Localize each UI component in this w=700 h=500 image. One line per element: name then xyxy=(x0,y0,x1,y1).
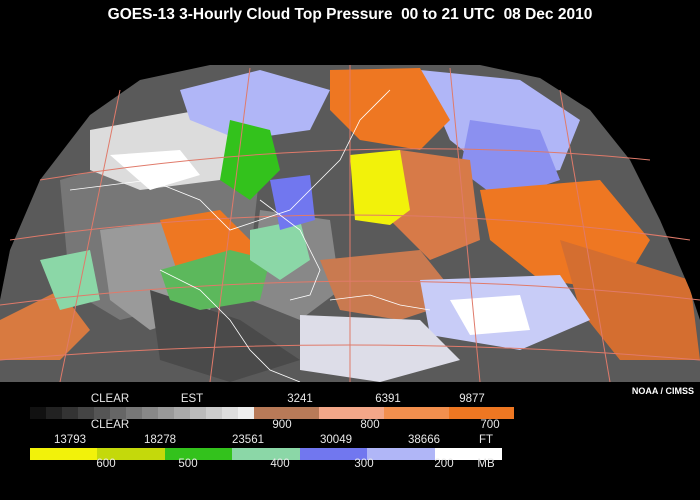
legend-swatch xyxy=(367,448,435,460)
legend-unit-ft: FT xyxy=(478,434,494,446)
cloud-top-pressure-map xyxy=(0,65,700,382)
legend-mb-900: 900 xyxy=(272,419,292,431)
legend-swatch xyxy=(126,407,142,419)
legend-swatch xyxy=(94,407,110,419)
legend-ft-18278: 18278 xyxy=(144,434,176,446)
legend-swatch xyxy=(232,448,300,460)
legend-mb-700: 700 xyxy=(480,419,500,431)
legend-swatch xyxy=(254,407,319,419)
legend-swatch xyxy=(222,407,238,419)
legend-swatch xyxy=(174,407,190,419)
legend-clear-label: CLEAR xyxy=(90,393,130,405)
legend-est-label: EST xyxy=(180,393,204,405)
legend-swatch xyxy=(449,407,514,419)
legend-ft-3241: 3241 xyxy=(287,393,313,405)
legend-swatch xyxy=(299,448,368,460)
legend-swatch xyxy=(434,448,502,460)
color-legend: CLEAR EST 3241 6391 9877 CLEAR 900 800 7… xyxy=(0,389,700,500)
grid-lines xyxy=(0,65,700,382)
legend-swatch xyxy=(142,407,158,419)
legend-mb-200: 200 xyxy=(434,458,454,470)
legend-mb-300: 300 xyxy=(354,458,374,470)
legend-swatch xyxy=(110,407,126,419)
legend-unit-mb: MB xyxy=(477,458,495,470)
legend-swatch xyxy=(319,407,384,419)
legend-swatch xyxy=(190,407,206,419)
legend-bar-high xyxy=(30,448,502,460)
legend-swatch xyxy=(158,407,174,419)
legend-swatch xyxy=(30,448,98,460)
legend-swatch xyxy=(46,407,62,419)
legend-swatch xyxy=(78,407,94,419)
legend-mb-800: 800 xyxy=(360,419,380,431)
legend-swatch xyxy=(206,407,222,419)
legend-bar-low xyxy=(2,407,514,419)
legend-mb-400: 400 xyxy=(270,458,290,470)
legend-swatch xyxy=(238,407,254,419)
legend-ft-6391: 6391 xyxy=(375,393,401,405)
legend-swatch xyxy=(384,407,449,419)
legend-ft-23561: 23561 xyxy=(232,434,264,446)
credit-label: NOAA / CIMSS xyxy=(631,386,694,396)
chart-title: GOES-13 3-Hourly Cloud Top Pressure 00 t… xyxy=(107,6,593,23)
legend-ft-13793: 13793 xyxy=(54,434,86,446)
legend-ft-30049: 30049 xyxy=(320,434,352,446)
legend-mb-600: 600 xyxy=(96,458,116,470)
legend-swatch xyxy=(30,407,46,419)
legend-swatch xyxy=(62,407,78,419)
coastlines xyxy=(69,89,431,382)
legend-swatch xyxy=(2,407,30,419)
legend-ft-9877: 9877 xyxy=(459,393,485,405)
legend-ft-38666: 38666 xyxy=(408,434,440,446)
legend-swatch xyxy=(97,448,165,460)
legend-swatch xyxy=(164,448,233,460)
legend-mb-500: 500 xyxy=(178,458,198,470)
legend-clear-label-2: CLEAR xyxy=(90,419,130,431)
